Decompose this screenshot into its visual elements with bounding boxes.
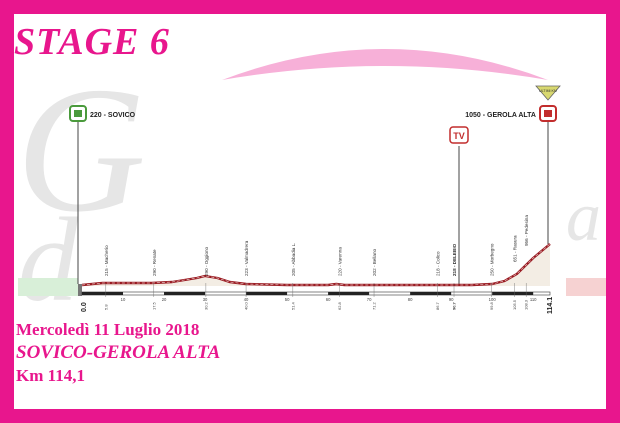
place-km-labels: 5.8 17.5 30.2 40.0 51.4 62.8 71.2 86.7 90.7 99.8 1… (103, 299, 528, 310)
tv-icon (449, 126, 469, 144)
km-segment (246, 292, 288, 295)
watermark-green-band (18, 278, 78, 296)
km-segment (164, 292, 206, 295)
place-label: 651 - Rasura (513, 235, 518, 262)
place-labels: 215 - Macherio 290 - Renate 290 - Oggiono 2… (104, 215, 529, 297)
watermark-letter-d: d (18, 193, 79, 326)
place-label: 218 - Colico (436, 251, 441, 276)
place-km-label: 71.2 (372, 301, 377, 310)
profile-highlight (81, 243, 551, 286)
km-bar (81, 291, 551, 296)
km-tick-label: 70 (367, 297, 372, 302)
km-tick-label: 100 (489, 297, 497, 302)
place-km-label: 108.3 (524, 299, 529, 310)
stage-date: Mercoledì 11 Luglio 2018 (16, 320, 200, 339)
place-km-label: 30.2 (203, 301, 208, 310)
km-segment (492, 292, 534, 295)
tv-label: TV (453, 131, 465, 141)
place-label: 223 - Valmadrera (244, 240, 249, 276)
watermark-letter-g: G (16, 50, 146, 249)
km-tick-label: 90 (449, 297, 454, 302)
km-tick-labels: 10 20 30 40 50 60 70 80 90 100 110 (121, 297, 538, 302)
place-km-label: 17.5 (151, 301, 156, 310)
start-block (78, 284, 82, 296)
watermark-arc (222, 49, 548, 80)
place-km-label: 105.5 (512, 299, 517, 310)
km-tick-label: 110 (530, 297, 537, 302)
km-segment (410, 292, 452, 295)
watermark-red-band (566, 278, 606, 296)
km-segment (82, 292, 124, 295)
km-segment (328, 292, 370, 295)
km-bar-outline (81, 291, 551, 296)
km-tick-label: 20 (162, 297, 167, 302)
km-tick-label: 50 (285, 297, 290, 302)
last-km-banner-icon (535, 85, 561, 101)
place-label: 250 - Morbegno (489, 243, 494, 276)
place-label: 202 - Bellano (372, 248, 377, 276)
place-label: 290 - Renate (152, 249, 157, 276)
km-start-label: 0.0 (81, 302, 88, 312)
stage-route: SOVICO-GEROLA ALTA (16, 342, 221, 363)
finish-flag-mark (544, 110, 552, 117)
stage-title: STAGE 6 (14, 21, 170, 63)
last-km-banner-text: ULTIMI KM (539, 89, 557, 93)
place-label: 956 - Pedesina (524, 215, 529, 246)
place-km-label: 86.7 (435, 301, 440, 310)
watermark-letter-a: a (566, 179, 601, 256)
start-flag-mark (74, 110, 82, 117)
stage-distance: Km 114,1 (16, 366, 85, 385)
place-km-label: 5.8 (103, 304, 108, 310)
place-label: 218 - DELEBIO (452, 243, 457, 276)
start-label: 220 - SOVICO (90, 112, 136, 119)
place-label: 205 - Abbadia L. (291, 243, 296, 276)
place-km-label: 90.7 (452, 301, 457, 310)
km-tick-label: 40 (244, 297, 249, 302)
km-end-label: 114.1 (547, 297, 554, 314)
place-label: 290 - Oggiono (204, 246, 209, 276)
place-km-label: 62.8 (337, 301, 342, 310)
place-label: 215 - Macherio (104, 245, 109, 276)
place-km-label: 40.0 (244, 301, 249, 310)
km-tick-label: 10 (121, 297, 126, 302)
place-km-label: 99.8 (489, 301, 494, 310)
place-km-label: 51.4 (290, 301, 295, 310)
place-label: 220 - Varenna (338, 247, 343, 276)
finish-label: 1050 - GEROLA ALTA (465, 112, 536, 119)
km-tick-label: 80 (408, 297, 413, 302)
km-tick-label: 60 (326, 297, 331, 302)
km-tick-label: 30 (203, 297, 208, 302)
